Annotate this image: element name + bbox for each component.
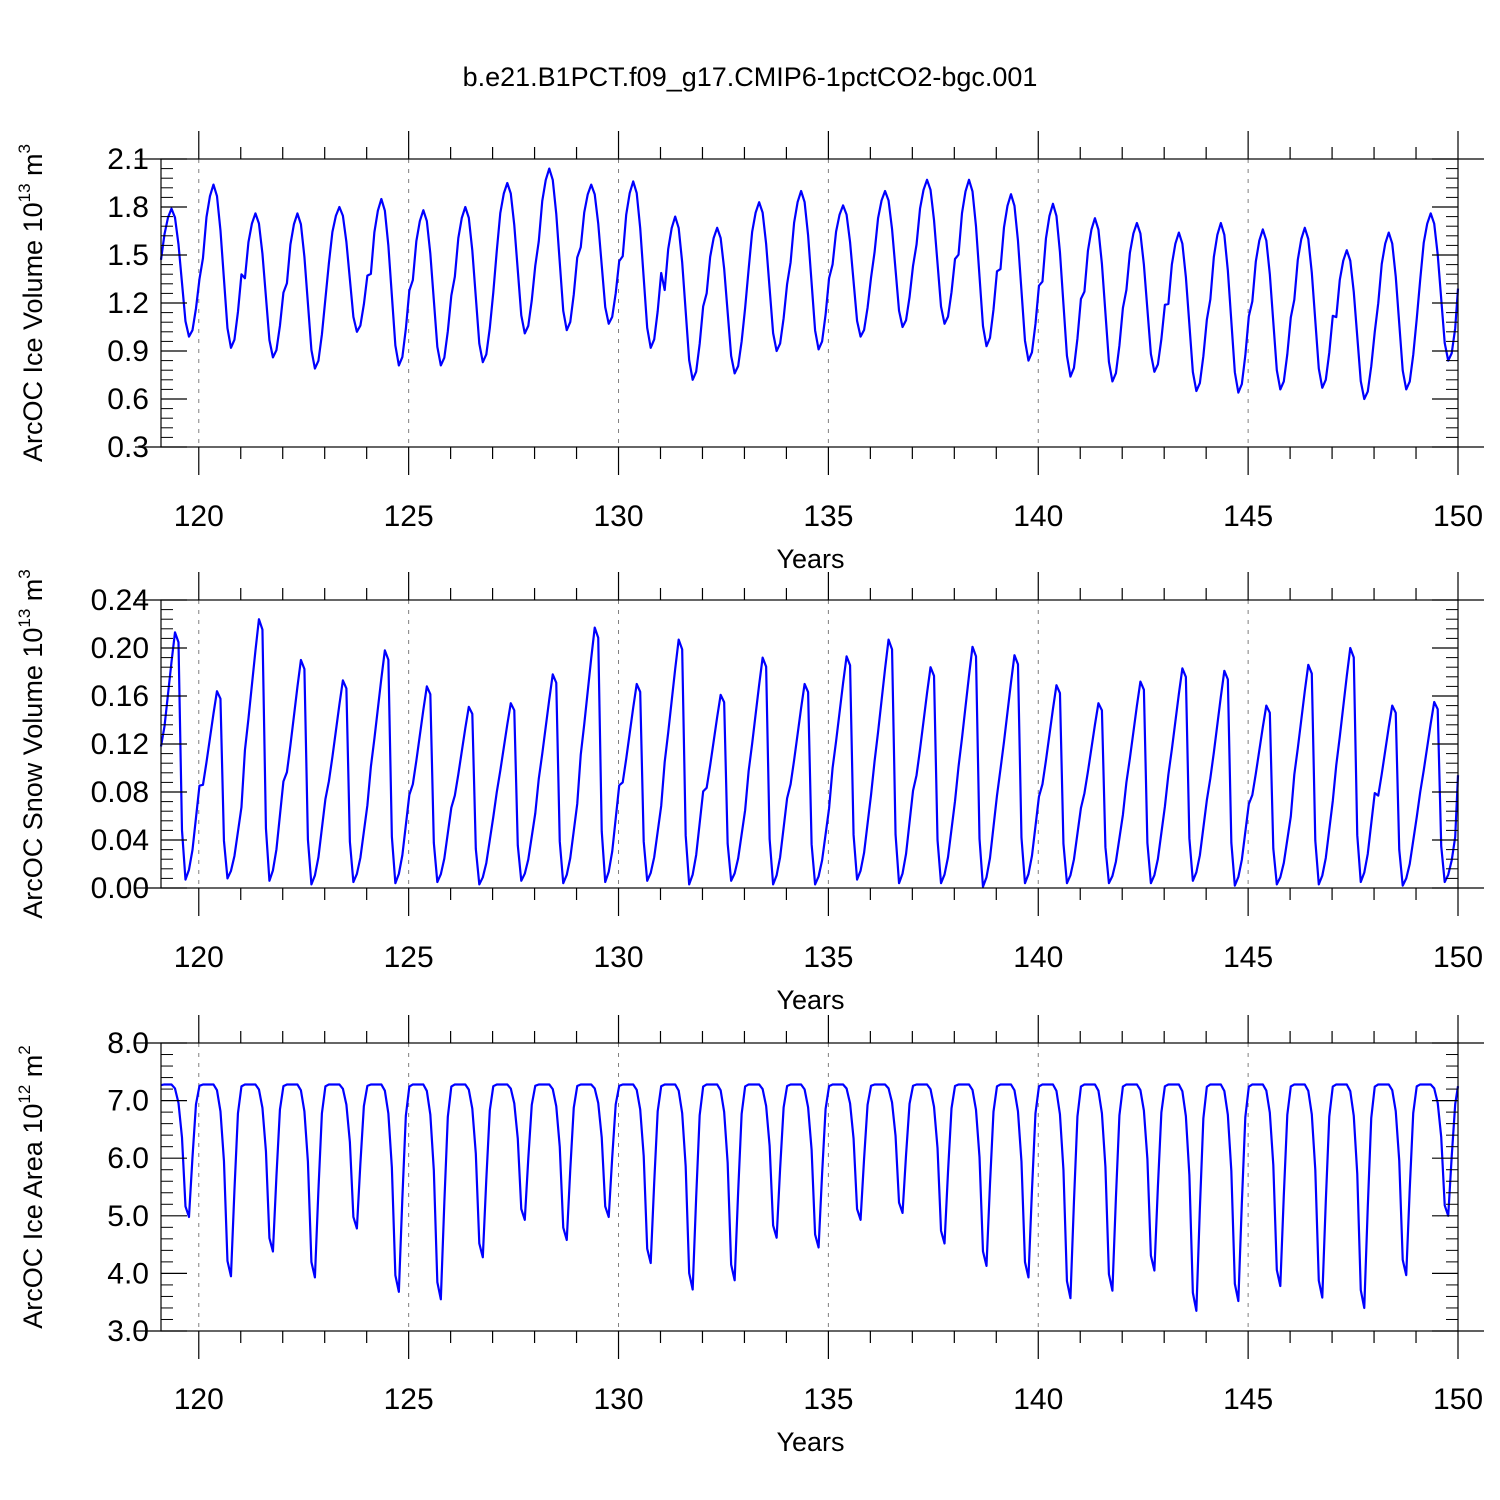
y-tick-label: 0.12 — [91, 728, 149, 761]
y-tick-label: 3.0 — [107, 1315, 149, 1348]
x-tick-label: 140 — [1013, 500, 1063, 533]
y-tick-label: 4.0 — [107, 1257, 149, 1290]
x-tick-label: 130 — [593, 941, 643, 974]
x-tick-label: 140 — [1013, 1383, 1063, 1416]
ice-volume-panel: 120 125 130 135 140 145 150 0.3 0.6 0.9 1.2 1.5 1.8 2… — [15, 131, 1484, 574]
y-tick-label: 0.9 — [107, 335, 149, 368]
x-axis-label: Years — [776, 544, 844, 574]
x-axis-label: Years — [776, 1427, 844, 1457]
x-tick-label: 135 — [803, 1383, 853, 1416]
x-tick-label: 140 — [1013, 941, 1063, 974]
x-tick-label: 120 — [174, 941, 224, 974]
x-tick-label: 120 — [174, 1383, 224, 1416]
y-tick-label: 5.0 — [107, 1200, 149, 1233]
x-tick-label: 125 — [384, 500, 434, 533]
y-tick-label: 2.1 — [107, 143, 149, 176]
x-tick-label: 145 — [1223, 500, 1273, 533]
y-tick-label: 0.08 — [91, 776, 149, 809]
x-tick-label: 130 — [593, 500, 643, 533]
y-tick-label: 0.6 — [107, 383, 149, 416]
y-axis-label: ArcOC Ice Volume 1013 m3 — [15, 144, 48, 462]
x-tick-label: 145 — [1223, 1383, 1273, 1416]
page-title: b.e21.B1PCT.f09_g17.CMIP6-1pctCO2-bgc.00… — [462, 62, 1038, 92]
y-tick-label: 0.00 — [91, 872, 149, 905]
snow-volume-panel: 120 125 130 135 140 145 150 0.00 0.04 0.08 0.12 0.1… — [15, 569, 1484, 1015]
x-tick-label: 145 — [1223, 941, 1273, 974]
y-tick-label: 7.0 — [107, 1085, 149, 1118]
x-tick-label: 130 — [593, 1383, 643, 1416]
x-tick-label: 135 — [803, 500, 853, 533]
series-line — [159, 618, 1460, 888]
ice-area-panel: 120 125 130 135 140 145 150 3.0 4.0 5.0 6.0 7.0 8.0 Y… — [15, 1015, 1484, 1457]
y-tick-label: 0.04 — [91, 824, 149, 857]
x-tick-label: 150 — [1433, 500, 1483, 533]
y-tick-label: 0.24 — [91, 584, 149, 617]
y-tick-label: 0.3 — [107, 431, 149, 464]
plot-frame — [160, 1042, 1459, 1332]
x-axis-label: Years — [776, 985, 844, 1015]
y-axis-label: ArcOC Snow Volume 1013 m3 — [15, 569, 48, 919]
y-tick-label: 6.0 — [107, 1142, 149, 1175]
x-tick-label: 150 — [1433, 941, 1483, 974]
x-tick-label: 150 — [1433, 1383, 1483, 1416]
y-tick-label: 0.16 — [91, 680, 149, 713]
y-axis-label: ArcOC Ice Area 1012 m2 — [15, 1045, 48, 1329]
y-tick-label: 8.0 — [107, 1027, 149, 1060]
plot-frame — [160, 158, 1459, 448]
y-tick-label: 0.20 — [91, 632, 149, 665]
x-tick-label: 125 — [384, 941, 434, 974]
x-tick-label: 125 — [384, 1383, 434, 1416]
series-line — [159, 167, 1460, 401]
x-tick-label: 120 — [174, 500, 224, 533]
y-tick-label: 1.2 — [107, 287, 149, 320]
y-tick-label: 1.8 — [107, 191, 149, 224]
series-line — [160, 1083, 1460, 1312]
x-tick-label: 135 — [803, 941, 853, 974]
y-tick-label: 1.5 — [107, 239, 149, 272]
